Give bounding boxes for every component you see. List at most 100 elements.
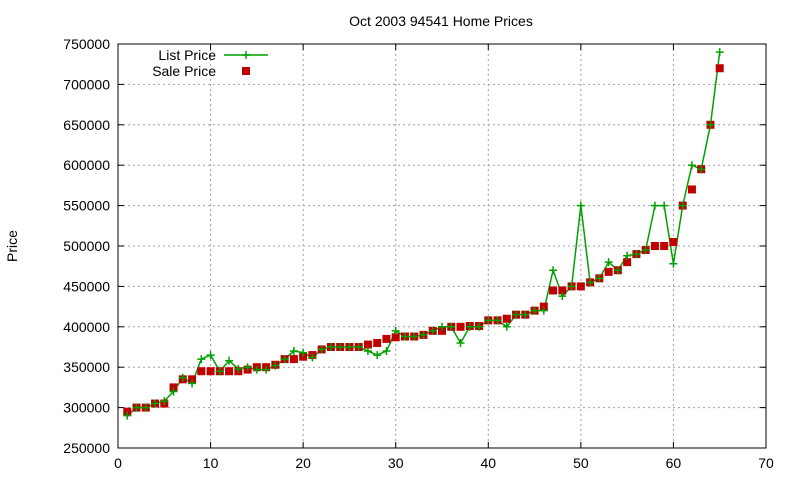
list-price-point bbox=[400, 332, 409, 341]
chart-title: Oct 2003 94541 Home Prices bbox=[349, 13, 533, 29]
list-price-point bbox=[169, 387, 178, 396]
y-tick-label: 650000 bbox=[63, 117, 110, 133]
list-price-point bbox=[456, 338, 465, 347]
sale-price-point bbox=[438, 326, 446, 335]
list-price-point bbox=[428, 326, 437, 335]
x-tick-label: 0 bbox=[114, 455, 122, 471]
list-price-point bbox=[706, 120, 715, 129]
sale-price-point bbox=[558, 286, 567, 295]
list-price-point bbox=[595, 274, 604, 283]
sale-price-point bbox=[169, 383, 178, 392]
sale-price-point bbox=[549, 286, 558, 295]
list-price-point bbox=[262, 365, 271, 374]
sale-price-point bbox=[299, 352, 308, 361]
list-price-point bbox=[641, 246, 650, 255]
y-tick-label: 750000 bbox=[63, 36, 110, 52]
y-tick-label: 300000 bbox=[63, 400, 110, 416]
list-price-point bbox=[215, 367, 224, 376]
data-series bbox=[123, 48, 724, 420]
sale-price-point bbox=[576, 282, 585, 291]
list-price-point bbox=[650, 201, 659, 210]
list-price-point bbox=[632, 250, 641, 259]
list-price-point bbox=[299, 348, 308, 357]
x-tick-label: 70 bbox=[758, 455, 774, 471]
list-price-point bbox=[419, 330, 428, 339]
list-price-point bbox=[308, 353, 317, 362]
list-price-point bbox=[660, 201, 669, 210]
list-price-point bbox=[382, 347, 391, 356]
list-price-point bbox=[697, 165, 706, 174]
sale-price-point bbox=[363, 340, 372, 349]
sale-price-point bbox=[188, 375, 197, 384]
list-price-point bbox=[326, 343, 335, 351]
list-price-point bbox=[345, 343, 354, 351]
list-price-point bbox=[234, 364, 243, 373]
y-axis-label: Price bbox=[4, 230, 20, 262]
sale-price-point bbox=[623, 258, 632, 267]
axis-ticks: 250000 300000 350000 400000 450000 500000 5500… bbox=[63, 36, 774, 471]
y-tick-label: 350000 bbox=[63, 359, 110, 375]
list-price-point bbox=[687, 161, 696, 170]
legend: List Price Sale Price bbox=[152, 47, 268, 79]
list-price-point bbox=[715, 48, 724, 57]
list-price-point bbox=[252, 365, 261, 374]
list-price-point bbox=[178, 373, 187, 382]
list-price-point bbox=[391, 326, 400, 335]
y-tick-label: 500000 bbox=[63, 238, 110, 254]
sale-price-point bbox=[650, 242, 659, 250]
list-price-point bbox=[623, 251, 632, 260]
x-tick-label: 10 bbox=[203, 455, 219, 471]
x-tick-label: 20 bbox=[295, 455, 311, 471]
list-price-point bbox=[280, 355, 289, 364]
y-tick-label: 600000 bbox=[63, 157, 110, 173]
list-price-point bbox=[669, 259, 678, 268]
x-tick-label: 30 bbox=[388, 455, 404, 471]
list-price-point bbox=[604, 258, 613, 267]
sale-price-point bbox=[373, 338, 382, 347]
list-price-point bbox=[484, 316, 493, 325]
list-price-point bbox=[410, 332, 419, 341]
sale-price-point bbox=[197, 367, 206, 376]
list-price-point bbox=[576, 201, 585, 210]
list-price-point bbox=[132, 403, 141, 412]
sale-price-point bbox=[669, 237, 678, 246]
list-price-point bbox=[512, 310, 521, 319]
grid bbox=[118, 44, 766, 448]
list-price-point bbox=[521, 310, 530, 319]
legend-marker bbox=[242, 67, 250, 75]
list-price-point bbox=[289, 347, 298, 356]
list-price-point bbox=[613, 266, 622, 275]
list-price-point bbox=[373, 351, 382, 360]
sale-price-point bbox=[391, 333, 400, 342]
list-price-point bbox=[549, 266, 558, 275]
legend-marker bbox=[242, 51, 250, 59]
list-price-point bbox=[141, 403, 150, 412]
list-price-point bbox=[438, 322, 446, 331]
legend-label-list-price: List Price bbox=[158, 47, 216, 63]
series-line-list-price bbox=[126, 51, 721, 417]
list-price-point bbox=[447, 322, 456, 331]
y-tick-label: 450000 bbox=[63, 278, 110, 294]
list-price-point bbox=[336, 343, 345, 351]
list-price-point bbox=[539, 306, 548, 315]
list-price-point bbox=[465, 322, 474, 331]
list-price-point bbox=[188, 379, 197, 388]
y-tick-label: 700000 bbox=[63, 76, 110, 92]
list-price-point bbox=[243, 363, 252, 372]
x-tick-label: 60 bbox=[666, 455, 682, 471]
list-price-point bbox=[354, 343, 363, 351]
sale-price-point bbox=[225, 367, 234, 376]
list-price-point bbox=[475, 322, 484, 331]
list-price-point bbox=[678, 201, 687, 210]
sale-price-point bbox=[539, 302, 548, 311]
sale-price-point bbox=[456, 322, 465, 331]
list-price-point bbox=[567, 282, 576, 291]
sale-price-point bbox=[687, 185, 696, 194]
list-price-point bbox=[493, 316, 502, 325]
legend-swatch-list-price bbox=[224, 51, 268, 59]
list-price-point bbox=[151, 399, 160, 408]
sale-price-point bbox=[715, 64, 724, 73]
x-tick-label: 40 bbox=[480, 455, 496, 471]
sale-price-point bbox=[382, 334, 391, 343]
